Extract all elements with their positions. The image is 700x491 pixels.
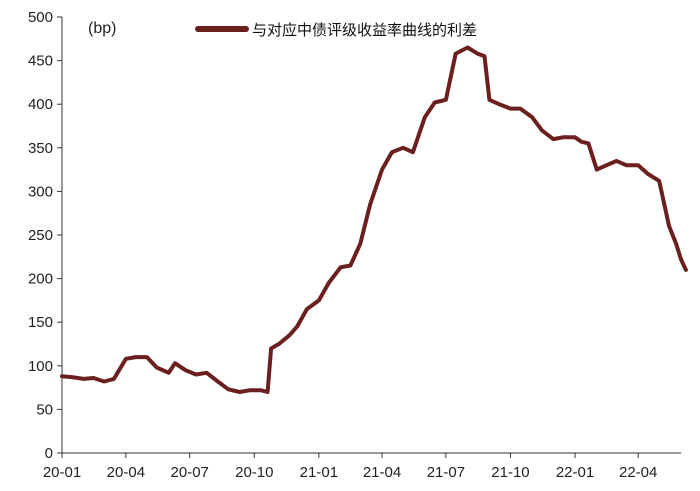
y-tick-label: 500 <box>28 9 53 26</box>
y-tick-label: 300 <box>28 183 53 200</box>
x-tick-label: 20-07 <box>171 464 209 481</box>
y-tick-label: 50 <box>36 401 53 418</box>
y-axis: 0 50 100 150 200 250 300 350 400 450 500 <box>28 9 63 462</box>
y-tick-label: 250 <box>28 227 53 244</box>
x-tick-label: 20-01 <box>43 464 81 481</box>
x-tick-label: 21-07 <box>427 464 465 481</box>
x-tick-label: 22-04 <box>619 464 657 481</box>
y-tick-label: 200 <box>28 271 53 288</box>
y-tick-label: 400 <box>28 96 53 113</box>
x-tick-label: 20-10 <box>235 464 273 481</box>
legend: 与对应中债评级收益率曲线的利差 <box>195 21 477 39</box>
y-tick-label: 350 <box>28 140 53 157</box>
y-tick-label: 150 <box>28 314 53 331</box>
x-tick-label: 22-01 <box>556 464 594 481</box>
y-axis-unit-label: (bp) <box>88 20 116 37</box>
y-tick-label: 0 <box>45 445 53 462</box>
y-tick-label: 450 <box>28 53 53 70</box>
x-tick-label: 21-10 <box>491 464 529 481</box>
x-tick-label: 21-01 <box>300 464 338 481</box>
x-tick-label: 21-04 <box>363 464 401 481</box>
plot-area <box>60 45 688 394</box>
series-line-0 <box>60 45 688 394</box>
y-tick-label: 100 <box>28 358 53 375</box>
x-tick-label: 20-04 <box>107 464 145 481</box>
x-axis: 20-01 20-04 20-07 20-10 21-01 21-04 21-07 21-10… <box>43 452 681 481</box>
legend-series-label: 与对应中债评级收益率曲线的利差 <box>252 21 477 39</box>
